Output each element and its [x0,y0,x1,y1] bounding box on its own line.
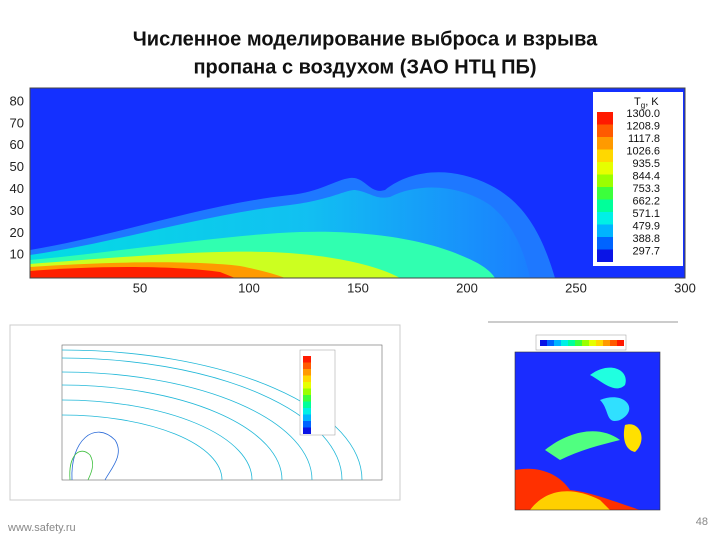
mini-swatch [603,340,610,346]
legend-swatch [597,237,613,250]
x-tick-label: 250 [565,280,587,295]
legend-swatch [597,162,613,175]
mini-swatch [303,375,311,382]
y-tick-label: 60 [10,137,24,152]
legend-swatch [597,249,613,262]
mini-swatch [547,340,554,346]
mini-swatch [303,427,311,434]
mini-swatch [589,340,596,346]
mini-swatch [303,395,311,402]
mini-swatch [568,340,575,346]
mini-swatch [303,401,311,408]
y-tick-label: 10 [10,247,24,262]
y-tick-label: 30 [10,203,24,218]
mini-swatch [540,340,547,346]
legend-swatch [597,174,613,187]
legend-label: 1026.6 [626,145,660,157]
mini-swatch [561,340,568,346]
y-tick-label: 40 [10,181,24,196]
mini-swatch [610,340,617,346]
mini-swatch [575,340,582,346]
legend-symbol: T [634,96,641,108]
legend-label: 1117.8 [628,133,660,145]
mini-swatch [582,340,589,346]
legend-swatch [597,212,613,225]
title-line: Численное моделирование выброса и взрыва [133,28,598,50]
y-tick-label: 80 [10,93,24,108]
legend-label: 662.2 [632,195,660,207]
mini-swatch [303,414,311,421]
left-figure [9,324,401,501]
legend-label: 571.1 [632,208,660,220]
x-tick-label: 300 [674,280,696,295]
plume [30,267,235,278]
mini-swatch [303,356,311,363]
legend-label: 479.9 [632,220,660,232]
plot-frame [29,87,686,279]
legend-swatch [597,149,613,162]
main-plot: Tg, K [29,87,686,279]
legend-title: Tg, K [634,96,659,110]
legend-subscript: g [641,101,645,110]
x-tick-label: 200 [456,280,478,295]
mini-swatch [303,369,311,376]
mini-swatch [596,340,603,346]
mini-swatch [554,340,561,346]
title-line: пропана с воздухом (ЗАО НТЦ ПБ) [193,56,536,78]
mini-swatch [303,408,311,415]
footer-site: www.safety.ru [7,522,76,534]
legend-swatch [597,137,613,150]
mini-swatch [617,340,624,346]
y-tick-label: 20 [10,225,24,240]
x-tick-label: 50 [133,280,147,295]
y-tick-label: 70 [10,115,24,130]
x-tick-label: 100 [238,280,260,295]
legend-swatch [597,124,613,137]
mini-swatch [303,362,311,369]
legend-label: 935.5 [632,158,660,170]
legend-unit: , K [645,96,659,108]
mini-swatch [303,421,311,428]
page-number: 48 [696,516,708,528]
legend-swatch [597,224,613,237]
legend-label: 297.7 [632,245,660,257]
legend-swatch [597,112,613,125]
right-figure [488,321,678,511]
legend-label: 1208.9 [626,120,660,132]
y-tick-label: 50 [10,159,24,174]
legend-label: 844.4 [632,170,660,182]
legend-swatch [597,187,613,200]
mini-swatch [303,382,311,389]
legend-swatch [597,199,613,212]
legend-label: 1300.0 [626,108,660,120]
mini-swatch [303,388,311,395]
x-tick-label: 150 [347,280,369,295]
legend-label: 388.8 [632,233,660,245]
legend-label: 753.3 [632,183,660,195]
